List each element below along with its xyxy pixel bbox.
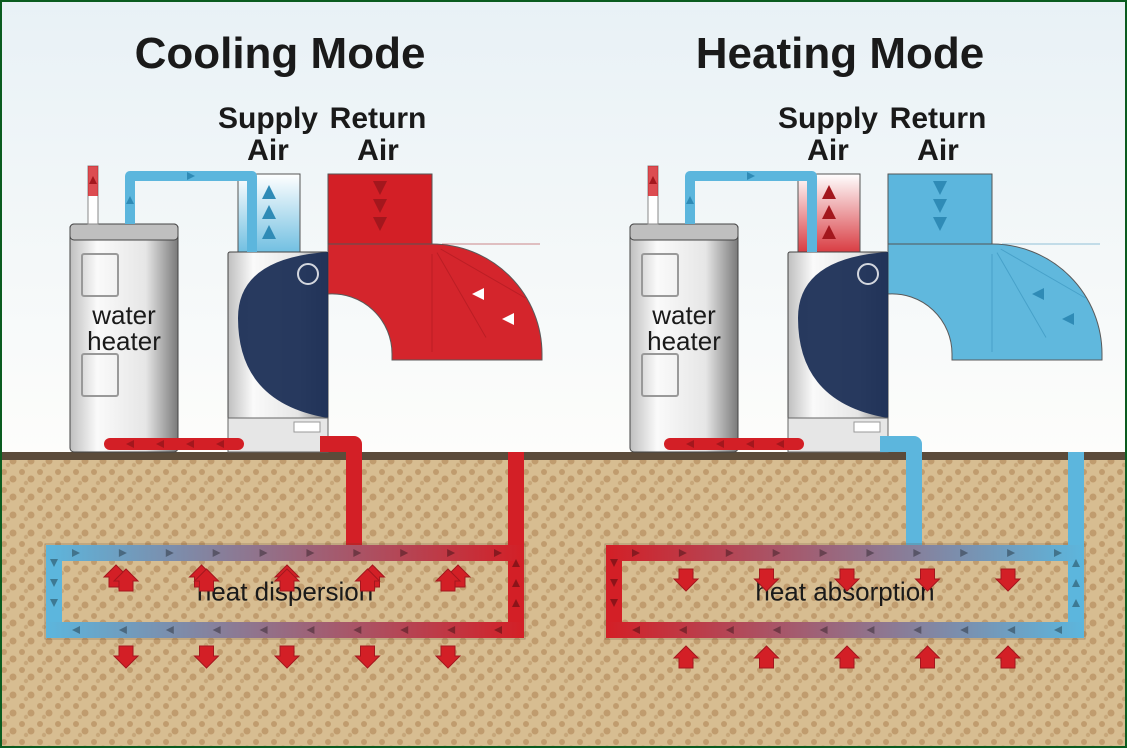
svg-text:Air: Air <box>357 134 399 167</box>
svg-text:Air: Air <box>917 134 959 167</box>
svg-text:Air: Air <box>807 134 849 167</box>
cooling-title: Cooling Mode <box>135 29 426 78</box>
heating-title: Heating Mode <box>696 29 984 78</box>
svg-text:Air: Air <box>247 134 289 167</box>
diagram-svg: Cooling ModeSupplyAirReturnAirwaterheate… <box>0 0 1127 748</box>
svg-text:Supply: Supply <box>218 102 318 135</box>
diagram-canvas: Cooling ModeSupplyAirReturnAirwaterheate… <box>0 0 1127 748</box>
svg-text:Return: Return <box>890 102 987 135</box>
svg-text:heater: heater <box>87 326 161 356</box>
svg-text:Return: Return <box>330 102 427 135</box>
svg-text:heater: heater <box>647 326 721 356</box>
svg-text:Supply: Supply <box>778 102 878 135</box>
